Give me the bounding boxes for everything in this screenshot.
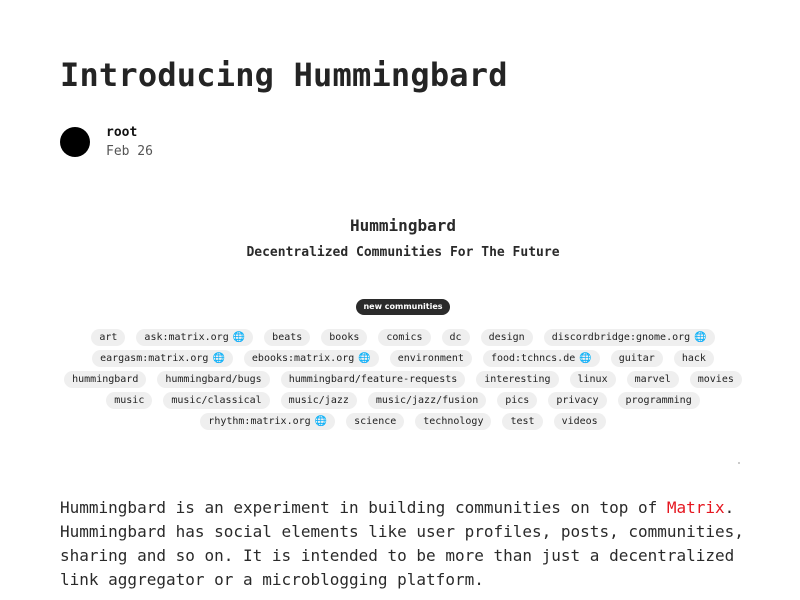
community-tag[interactable]: pics — [497, 392, 538, 409]
community-tag-label: comics — [386, 332, 423, 343]
community-tag-label: marvel — [634, 374, 671, 385]
community-tag-label: beats — [272, 332, 303, 343]
community-tag[interactable]: interesting — [476, 371, 559, 388]
community-tag[interactable]: design — [480, 329, 533, 346]
community-tag-label: food:tchncs.de — [490, 353, 576, 364]
community-tag-label: hack — [681, 353, 706, 364]
community-tag[interactable]: music/jazz/fusion — [367, 392, 487, 409]
community-tag[interactable]: beats — [264, 329, 311, 346]
community-tag[interactable]: programming — [617, 392, 700, 409]
community-tag-label: music/jazz/fusion — [375, 395, 479, 406]
community-tag[interactable]: test — [502, 413, 543, 430]
community-tag-label: science — [354, 416, 397, 427]
community-tag-label: test — [510, 416, 535, 427]
community-tag-label: dc — [449, 332, 462, 343]
community-tag[interactable]: technology — [415, 413, 492, 430]
community-tag-label: guitar — [618, 353, 655, 364]
community-tag-label: ask:matrix.org — [144, 332, 229, 343]
community-tag[interactable]: comics — [378, 329, 431, 346]
community-tag-label: music/classical — [171, 395, 262, 406]
community-tag-label: discordbridge:gnome.org — [551, 332, 691, 343]
community-tag[interactable]: privacy — [548, 392, 607, 409]
community-tag[interactable]: discordbridge:gnome.org 🌐 — [543, 329, 715, 346]
globe-icon: 🌐 — [694, 331, 707, 343]
community-tag-label: movies — [697, 374, 734, 385]
globe-icon: 🌐 — [358, 352, 371, 364]
community-tag-label: technology — [423, 416, 484, 427]
community-tag-label: interesting — [484, 374, 551, 385]
community-tag-label: linux — [577, 374, 608, 385]
post-date: Feb 26 — [106, 144, 153, 159]
community-tag[interactable]: ask:matrix.org 🌐 — [136, 329, 254, 346]
community-tag[interactable]: books — [321, 329, 368, 346]
community-tag[interactable]: marvel — [626, 371, 679, 388]
matrix-link[interactable]: Matrix — [666, 498, 725, 517]
community-tag-label: hummingbard — [72, 374, 139, 385]
embed-subtitle: Decentralized Communities For The Future — [246, 245, 560, 260]
community-tag-label: environment — [397, 353, 464, 364]
community-tag-label: videos — [561, 416, 598, 427]
community-tag-label: programming — [625, 395, 692, 406]
divider-dot — [738, 462, 740, 464]
community-tag-label: pics — [505, 395, 530, 406]
community-tag-label: rhythm:matrix.org — [208, 416, 311, 427]
community-tag[interactable]: art — [91, 329, 126, 346]
community-tag[interactable]: hummingbard/feature-requests — [280, 371, 466, 388]
community-tag[interactable]: eargasm:matrix.org 🌐 — [92, 350, 233, 367]
avatar[interactable] — [60, 127, 90, 157]
community-tag[interactable]: dc — [441, 329, 470, 346]
globe-icon: 🌐 — [212, 352, 225, 364]
community-tag[interactable]: environment — [389, 350, 472, 367]
community-tag[interactable]: videos — [553, 413, 606, 430]
community-tag[interactable]: food:tchncs.de 🌐 — [482, 350, 600, 367]
author-name[interactable]: root — [106, 125, 138, 140]
community-tag-label: ebooks:matrix.org — [251, 353, 355, 364]
community-tag-label: design — [488, 332, 525, 343]
community-tag[interactable]: hack — [673, 350, 714, 367]
community-tag[interactable]: linux — [569, 371, 616, 388]
embed-title: Hummingbard — [350, 216, 456, 235]
community-tag[interactable]: rhythm:matrix.org 🌐 — [200, 413, 336, 430]
body-text-rest: . Hummingbard has social elements like u… — [60, 498, 744, 589]
community-tag[interactable]: hummingbard/bugs — [157, 371, 270, 388]
new-communities-badge: new communities — [356, 299, 450, 315]
community-tag[interactable]: music — [106, 392, 153, 409]
community-tag[interactable]: ebooks:matrix.org 🌐 — [243, 350, 379, 367]
post-body: Hummingbard is an experiment in building… — [60, 496, 750, 592]
community-tag[interactable]: science — [346, 413, 405, 430]
post-title: Introducing Hummingbard — [60, 56, 508, 94]
community-tag[interactable]: movies — [689, 371, 742, 388]
community-tag-label: books — [329, 332, 360, 343]
community-tag-label: music — [114, 395, 145, 406]
community-tag-list: art ask:matrix.org 🌐 beats books comics dc desi… — [60, 329, 746, 430]
community-tag[interactable]: music/jazz — [280, 392, 357, 409]
community-tag-label: music/jazz — [288, 395, 349, 406]
globe-icon: 🌐 — [314, 415, 328, 427]
community-tag-label: privacy — [556, 395, 599, 406]
community-tag-label: hummingbard/bugs — [165, 374, 262, 385]
body-text-intro: Hummingbard is an experiment in building… — [60, 498, 667, 517]
community-tag[interactable]: guitar — [610, 350, 663, 367]
community-tag[interactable]: music/classical — [163, 392, 270, 409]
globe-icon: 🌐 — [232, 331, 246, 343]
community-tag-label: eargasm:matrix.org — [100, 353, 209, 364]
community-tag-label: hummingbard/feature-requests — [288, 374, 458, 385]
community-embed: Hummingbard Decentralized Communities Fo… — [60, 200, 746, 470]
community-tag[interactable]: hummingbard — [64, 371, 147, 388]
community-tag-label: art — [99, 332, 118, 343]
globe-icon: 🌐 — [579, 352, 592, 364]
